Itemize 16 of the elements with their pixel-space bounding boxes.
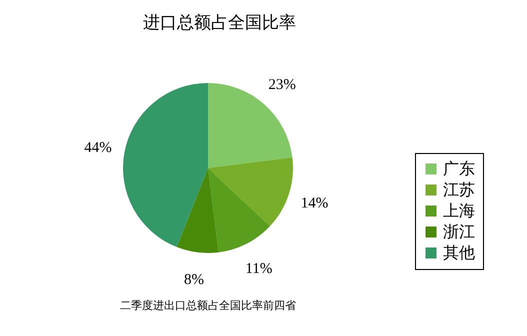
legend-label: 上海 bbox=[443, 201, 475, 220]
legend-label: 浙江 bbox=[443, 222, 475, 241]
text: 二季度进出口总额占全国比率前四省 bbox=[120, 299, 296, 312]
data-label: 11% bbox=[245, 260, 272, 277]
legend-label: 其他 bbox=[443, 243, 475, 262]
data-label: 44% bbox=[84, 140, 112, 156]
pie-slice bbox=[176, 168, 219, 253]
pie-slice bbox=[208, 168, 270, 252]
legend-label: 江苏 bbox=[443, 180, 475, 199]
chart-title: 进口总额占全国比率 bbox=[143, 13, 296, 33]
data-label: 23% bbox=[268, 76, 296, 93]
legend-label: 广东 bbox=[443, 159, 475, 178]
data-label: 8% bbox=[184, 272, 204, 288]
data-label: 14% bbox=[300, 196, 328, 212]
pie-slice bbox=[123, 83, 208, 248]
pie-slice bbox=[208, 157, 293, 226]
